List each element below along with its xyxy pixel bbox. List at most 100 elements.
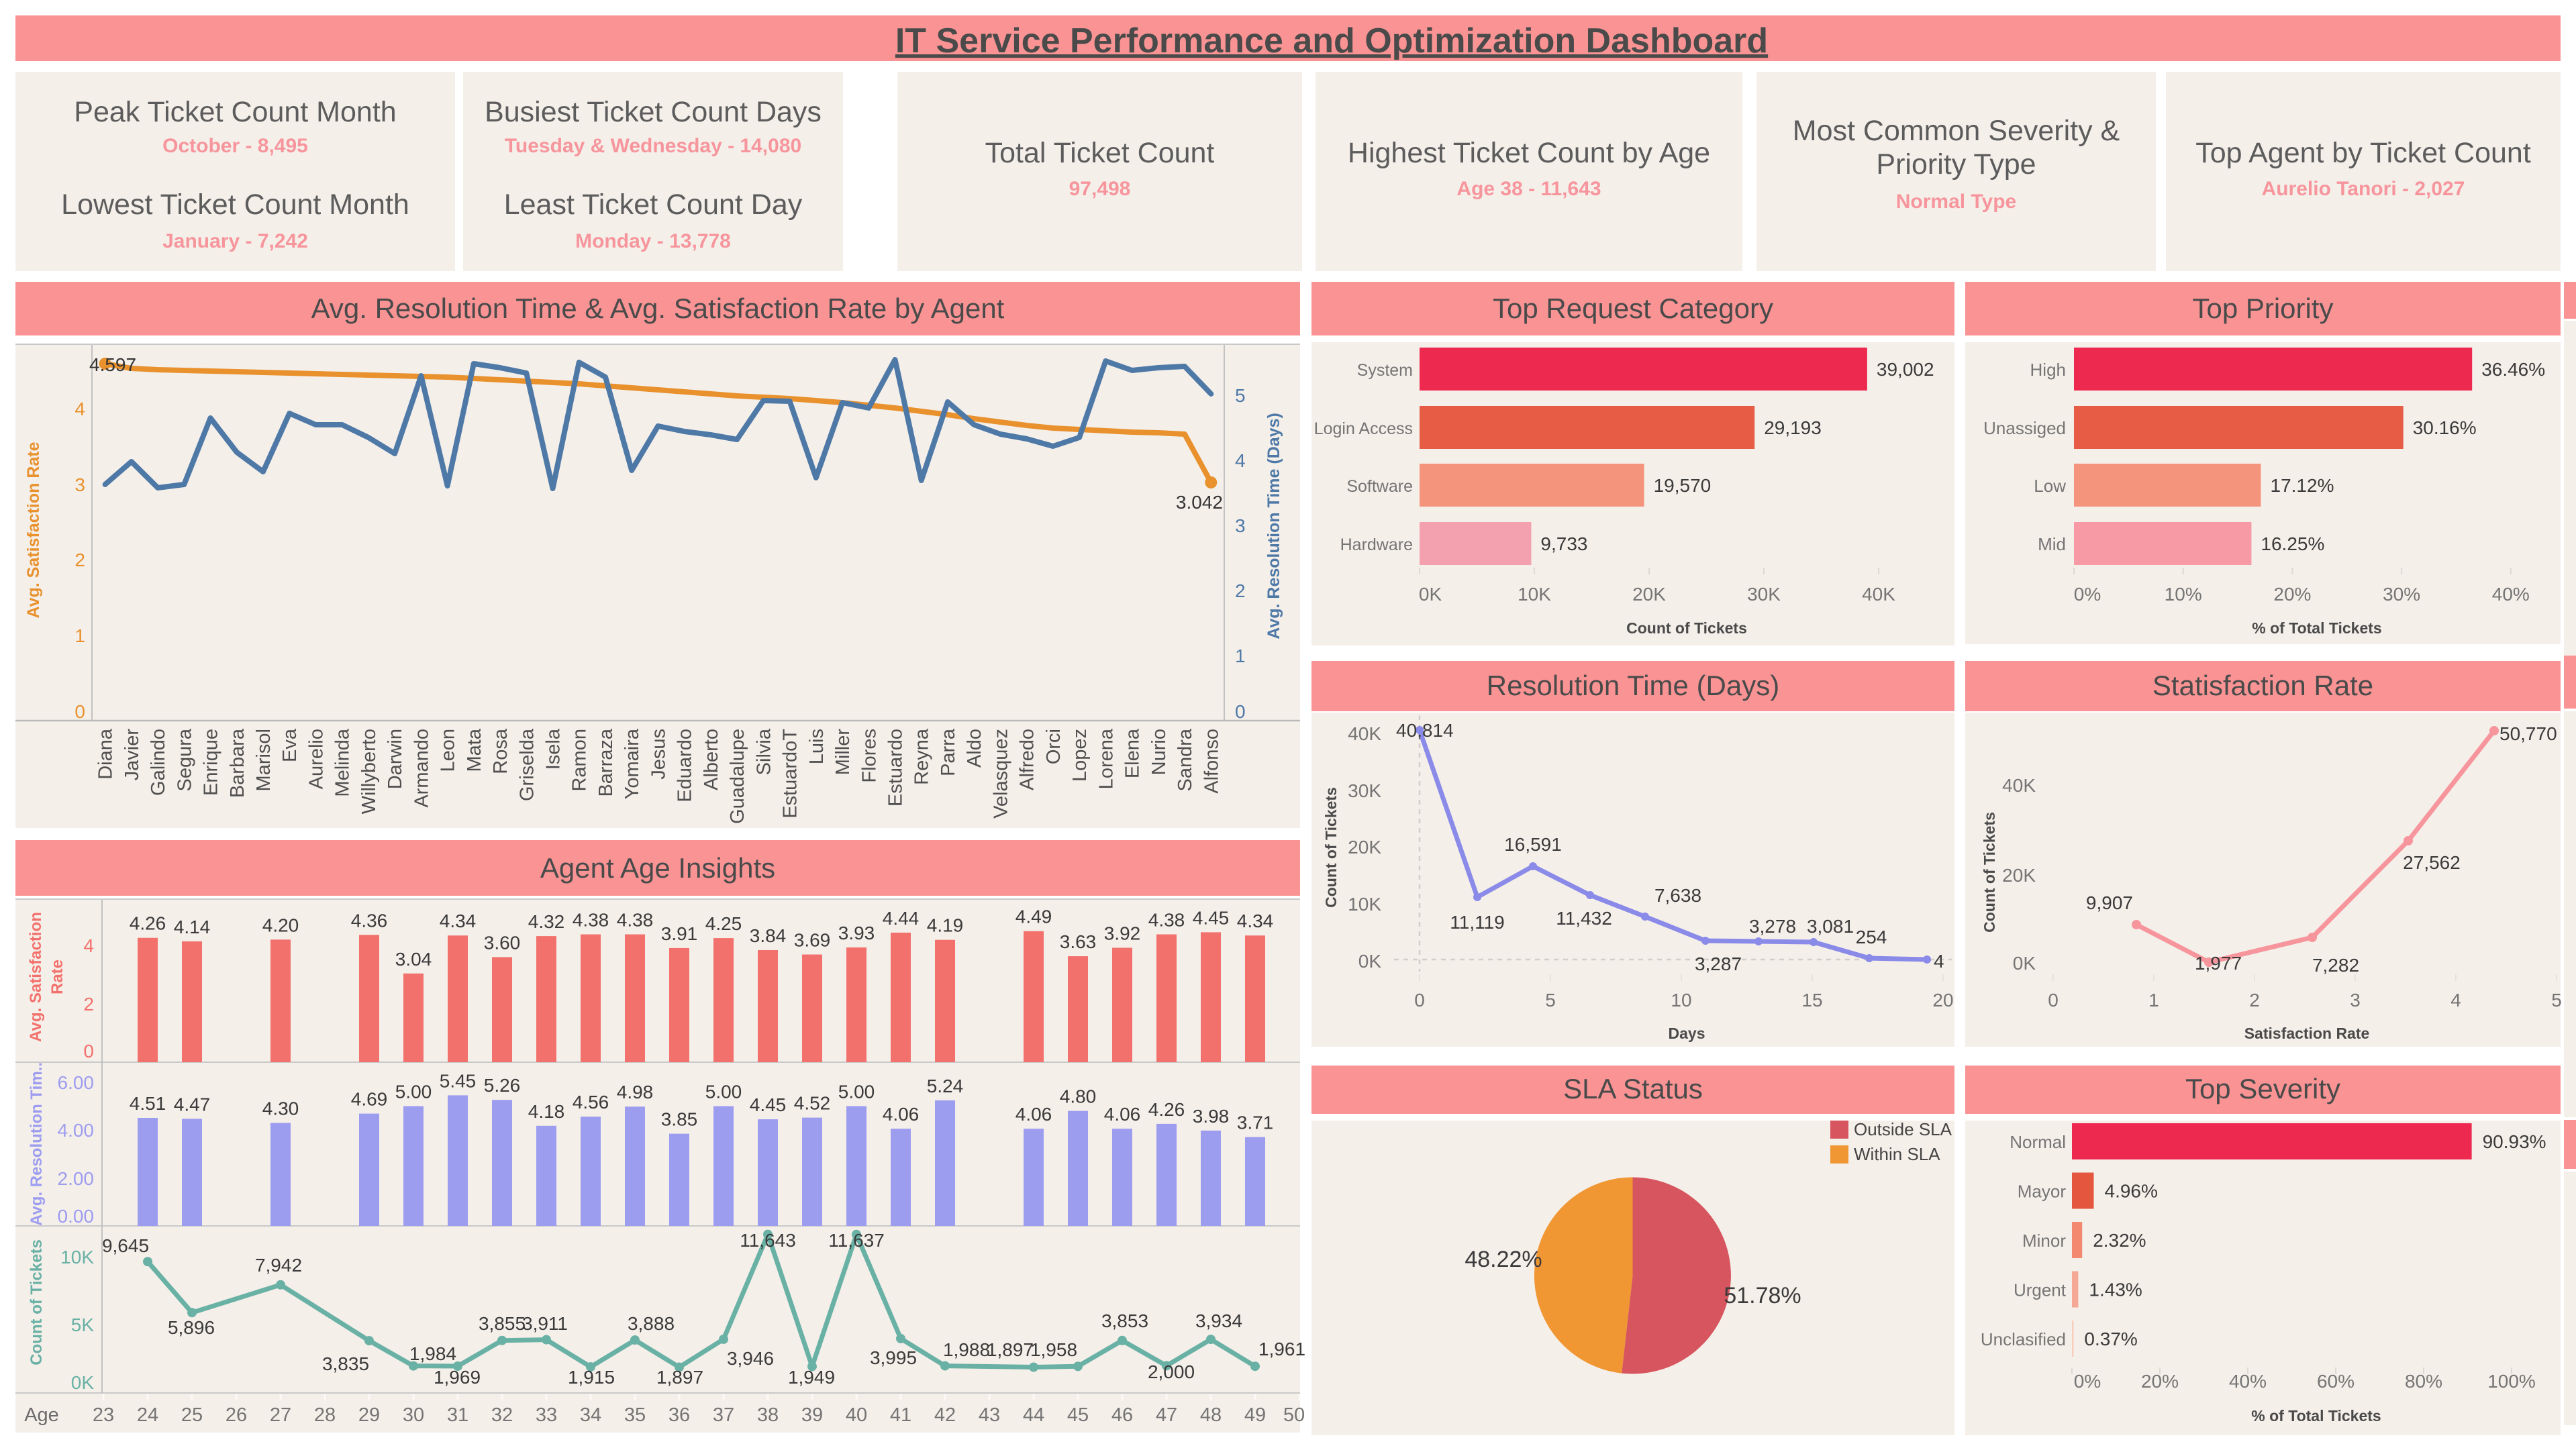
- svg-text:Diana: Diana: [95, 728, 117, 780]
- svg-text:9,907: 9,907: [2086, 892, 2133, 913]
- svg-text:3: 3: [1235, 515, 1246, 536]
- svg-text:4.32: 4.32: [528, 911, 565, 932]
- svg-text:10%: 10%: [2165, 584, 2202, 605]
- svg-text:Outside SLA: Outside SLA: [1854, 1119, 1952, 1139]
- svg-text:Marisol: Marisol: [253, 729, 275, 791]
- svg-text:4.597: 4.597: [89, 354, 136, 375]
- svg-text:Aurelio Tanori - 2,027: Aurelio Tanori - 2,027: [2262, 178, 2465, 200]
- svg-text:Jesus: Jesus: [648, 729, 669, 780]
- svg-text:January - 7,242: January - 7,242: [162, 230, 308, 252]
- svg-text:0: 0: [1414, 990, 1425, 1011]
- svg-text:3.91: 3.91: [661, 923, 698, 944]
- svg-text:32: 32: [491, 1404, 513, 1426]
- svg-text:4.34: 4.34: [1237, 911, 1274, 931]
- svg-text:3,995: 3,995: [870, 1347, 917, 1368]
- svg-text:0K: 0K: [1419, 584, 1442, 605]
- svg-text:50: 50: [1283, 1404, 1305, 1426]
- svg-text:Top Severity: Top Severity: [2185, 1073, 2340, 1104]
- svg-text:36.46%: 36.46%: [2481, 359, 2545, 380]
- svg-text:4.26: 4.26: [130, 913, 166, 934]
- svg-text:Eva: Eva: [279, 728, 301, 762]
- svg-text:Age 38 - 11,643: Age 38 - 11,643: [1456, 178, 1601, 200]
- svg-text:Estuardo: Estuardo: [885, 729, 907, 807]
- svg-text:3.63: 3.63: [1060, 931, 1097, 952]
- svg-text:20K: 20K: [2002, 865, 2036, 886]
- svg-text:4.49: 4.49: [1015, 907, 1052, 927]
- svg-text:Unassiged: Unassiged: [1983, 418, 2066, 438]
- svg-text:37: 37: [713, 1404, 734, 1426]
- svg-text:0: 0: [83, 1041, 94, 1062]
- svg-text:9,645: 9,645: [102, 1235, 149, 1256]
- svg-text:Parra: Parra: [938, 728, 959, 776]
- svg-text:20K: 20K: [1632, 584, 1666, 605]
- svg-text:3.93: 3.93: [838, 923, 875, 943]
- svg-text:51.78%: 51.78%: [1724, 1283, 1801, 1308]
- svg-text:Top Request Category: Top Request Category: [1493, 293, 1773, 324]
- svg-text:4: 4: [1934, 951, 1944, 972]
- svg-text:Statisfaction Rate: Statisfaction Rate: [2152, 670, 2373, 701]
- svg-text:Orci: Orci: [1043, 729, 1064, 764]
- svg-text:11,119: 11,119: [1450, 912, 1504, 933]
- svg-text:1,984: 1,984: [409, 1343, 456, 1364]
- svg-text:Melinda: Melinda: [332, 728, 354, 796]
- svg-text:3.85: 3.85: [661, 1109, 698, 1130]
- svg-text:2: 2: [1235, 580, 1246, 601]
- svg-text:Eduardo: Eduardo: [675, 729, 696, 803]
- svg-text:36: 36: [668, 1404, 690, 1426]
- svg-text:1.43%: 1.43%: [2089, 1280, 2142, 1300]
- svg-text:1,897: 1,897: [656, 1367, 703, 1388]
- svg-text:Barraza: Barraza: [595, 728, 617, 796]
- svg-text:16,591: 16,591: [1504, 834, 1562, 855]
- svg-text:4.34: 4.34: [440, 911, 477, 931]
- svg-text:3,888: 3,888: [628, 1313, 675, 1334]
- svg-text:10: 10: [1671, 990, 1691, 1011]
- svg-text:Agent Age Insights: Agent Age Insights: [540, 852, 775, 884]
- svg-text:4.36: 4.36: [351, 910, 388, 931]
- svg-text:Lopez: Lopez: [1069, 729, 1091, 782]
- svg-text:5.26: 5.26: [484, 1075, 521, 1096]
- svg-text:6.00: 6.00: [58, 1072, 95, 1093]
- svg-text:Count of Tickets: Count of Tickets: [28, 1239, 46, 1365]
- svg-text:4.06: 4.06: [1104, 1104, 1141, 1125]
- svg-text:Segura: Segura: [174, 728, 195, 791]
- svg-text:Unclasified: Unclasified: [1981, 1329, 2066, 1349]
- svg-text:Hardware: Hardware: [1340, 535, 1413, 554]
- svg-text:3,081: 3,081: [1807, 916, 1854, 937]
- svg-text:30: 30: [403, 1404, 424, 1426]
- svg-text:Silvia: Silvia: [753, 728, 775, 775]
- svg-text:4.38: 4.38: [573, 910, 609, 931]
- svg-text:Miller: Miller: [832, 729, 854, 776]
- svg-text:Mayor: Mayor: [2018, 1182, 2067, 1202]
- svg-text:4: 4: [1235, 450, 1246, 471]
- svg-text:1,915: 1,915: [568, 1367, 615, 1388]
- svg-text:25: 25: [181, 1404, 203, 1426]
- svg-text:Satisfaction Rate: Satisfaction Rate: [2244, 1025, 2370, 1042]
- svg-text:34: 34: [580, 1404, 601, 1426]
- svg-text:10K: 10K: [60, 1247, 94, 1268]
- svg-text:4.45: 4.45: [1193, 907, 1230, 928]
- svg-text:27: 27: [270, 1404, 291, 1426]
- svg-text:Alberto: Alberto: [701, 729, 722, 790]
- svg-text:30K: 30K: [1747, 584, 1781, 605]
- svg-text:3.92: 3.92: [1104, 923, 1141, 944]
- svg-text:Galindo: Galindo: [148, 729, 169, 796]
- svg-text:Griselda: Griselda: [516, 728, 538, 801]
- svg-text:Enrique: Enrique: [201, 729, 222, 796]
- svg-text:30.16%: 30.16%: [2413, 417, 2477, 438]
- svg-text:Nurio: Nurio: [1148, 729, 1170, 775]
- svg-text:Ramon: Ramon: [569, 729, 591, 792]
- svg-text:60%: 60%: [2317, 1371, 2355, 1392]
- svg-text:0.00: 0.00: [58, 1206, 95, 1227]
- svg-text:97,498: 97,498: [1069, 178, 1131, 200]
- svg-text:Count of Tickets: Count of Tickets: [1626, 619, 1747, 637]
- svg-text:20K: 20K: [1348, 837, 1381, 858]
- svg-text:39: 39: [801, 1404, 823, 1426]
- svg-text:0.37%: 0.37%: [2084, 1329, 2137, 1349]
- svg-text:Minor: Minor: [2022, 1231, 2066, 1251]
- svg-text:4.06: 4.06: [1015, 1104, 1052, 1125]
- svg-text:40K: 40K: [1862, 584, 1895, 605]
- svg-text:Alfonso: Alfonso: [1201, 729, 1222, 794]
- svg-text:Leon: Leon: [438, 729, 459, 772]
- svg-text:40: 40: [846, 1404, 867, 1426]
- svg-text:19,570: 19,570: [1654, 475, 1712, 496]
